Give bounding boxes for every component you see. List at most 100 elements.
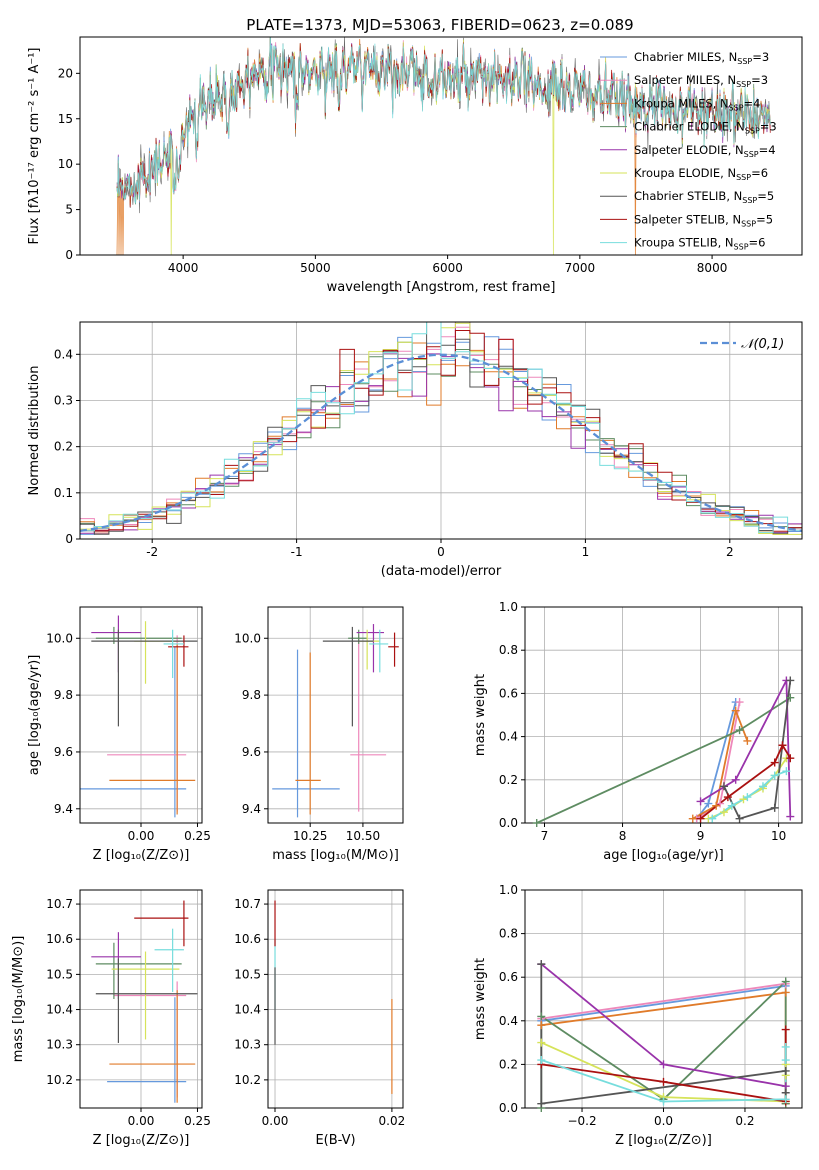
legend-label: Salpeter MILES, N	[634, 73, 736, 87]
legend-entry: Kroupa ELODIE, NSSP=6	[634, 166, 768, 182]
y-tick-label: 10.6	[46, 932, 73, 946]
y-tick-label: 9.8	[54, 688, 73, 702]
weight-point	[786, 676, 795, 685]
y-tick-label: 10.4	[46, 1003, 73, 1017]
y-tick-label: 1.0	[499, 600, 518, 614]
weight-series-4	[700, 679, 792, 817]
y-tick-label: 0.3	[54, 393, 73, 407]
plot-area-residuals	[80, 322, 802, 535]
weight-point	[770, 803, 779, 812]
legend-tail: =4	[759, 143, 776, 157]
figure-title: PLATE=1373, MJD=53063, FIBERID=0623, z=0…	[246, 16, 633, 34]
y-tick-label: 0	[65, 532, 73, 546]
legend-sub: SSP	[737, 57, 752, 66]
weight-point	[743, 793, 752, 802]
x-tick-label: 0.25	[184, 1114, 211, 1128]
y-axis-label: Flux [fλ10⁻¹⁷ erg cm⁻² s⁻¹ A⁻¹]	[27, 48, 42, 245]
y-tick-label: 0.4	[499, 730, 518, 744]
x-axis-label: (data-model)/error	[381, 564, 502, 579]
y-tick-label: 9.6	[242, 745, 261, 759]
legend-entry: Salpeter MILES, NSSP=3	[634, 73, 768, 89]
weight-point	[719, 782, 728, 791]
x-tick-label: 10	[771, 829, 786, 843]
y-axis-label: Normed distribution	[27, 366, 42, 496]
x-tick-label: 0.25	[184, 829, 211, 843]
y-tick-label: 0.2	[499, 773, 518, 787]
weight-point	[781, 1095, 790, 1104]
axes-residuals: -2 -1 0 1 2 0 0.1 0.2 0.3 0.4 (data-model)/error No…	[27, 321, 803, 579]
y-tick-label: 9.4	[54, 802, 73, 816]
weight-point	[688, 814, 697, 823]
legend-label: Chabrier MILES, N	[634, 50, 737, 64]
weight-point	[781, 988, 790, 997]
y-tick-label: 10.0	[234, 631, 261, 645]
weight-point	[770, 758, 779, 767]
weight-point	[781, 1042, 790, 1051]
weight-point	[731, 706, 740, 715]
legend-tail: =5	[757, 189, 774, 203]
plot-area-age_vs_mass	[272, 624, 399, 818]
y-tick-label: 0.2	[499, 1057, 518, 1071]
legend-entry: Chabrier ELODIE, NSSP=3	[634, 120, 777, 136]
legend-entry: Chabrier STELIB, NSSP=5	[634, 189, 774, 205]
weight-point	[719, 808, 728, 817]
x-axis-label: Z [log₁₀(Z/Z⊙)]	[93, 1133, 190, 1148]
weight-point	[758, 782, 767, 791]
y-tick-label: 5	[65, 203, 73, 217]
y-tick-label: 20	[58, 66, 73, 80]
y-tick-label: 0.4	[54, 347, 73, 361]
plot-area-mass_vs_EBV	[274, 900, 393, 1094]
legend-label: Chabrier STELIB, N	[634, 189, 742, 203]
axes-mass_weight_vs_age: 7 8 9 10 0.0 0.2 0.4 0.6 0.8 1.0 age [log₁₀(age/yr…	[473, 600, 803, 863]
x-tick-label: 0.00	[128, 1114, 155, 1128]
legend-sub: SSP	[736, 80, 751, 89]
y-tick-label: 0.8	[499, 927, 518, 941]
x-tick-label: -2	[146, 545, 158, 559]
weight-series-0	[541, 985, 786, 1022]
x-tick-label: 7000	[565, 261, 596, 275]
weight-point	[786, 693, 795, 702]
x-tick-label: 1	[582, 545, 590, 559]
axes-mass_vs_Z: 0.00 0.25 10.2 10.3 10.4 10.5 10.6 10.7 Z [log₁₀…	[11, 889, 211, 1148]
x-axis-label: mass [log₁₀(M/M⊙)]	[272, 848, 399, 863]
y-tick-label: 15	[58, 112, 73, 126]
weight-point	[778, 741, 787, 750]
y-tick-label: 10.3	[234, 1038, 261, 1052]
x-tick-label: −0.2	[567, 1114, 596, 1128]
axes-age_vs_mass: 10.25 10.50 9.4 9.6 9.8 10.0 mass [log₁₀(M/M⊙)…	[234, 606, 404, 863]
grid-mass_weight_vs_Z	[525, 889, 802, 1109]
weight-point	[537, 1056, 546, 1065]
x-tick-label: 5000	[300, 261, 331, 275]
y-tick-label: 10.7	[234, 897, 261, 911]
y-axis-label: mass weight	[473, 958, 488, 1040]
y-tick-label: 0.4	[499, 1014, 518, 1028]
legend-entry: Chabrier MILES, NSSP=3	[634, 50, 769, 66]
y-tick-label: 1.0	[499, 883, 518, 897]
x-tick-label: 10.25	[293, 829, 327, 843]
legend-entry: Salpeter STELIB, NSSP=5	[634, 212, 773, 228]
x-axis-label: Z [log₁₀(Z/Z⊙)]	[615, 1133, 712, 1148]
x-tick-label: 0.00	[262, 1114, 289, 1128]
x-axis-label: E(B-V)	[315, 1133, 355, 1148]
x-tick-label: 8000	[697, 261, 728, 275]
legend-entry: Salpeter ELODIE, NSSP=4	[634, 143, 776, 159]
y-tick-label: 10.5	[234, 967, 261, 981]
y-tick-label: 10.7	[46, 897, 73, 911]
y-tick-label: 9.8	[242, 688, 261, 702]
weight-point	[786, 812, 795, 821]
x-tick-label: 0	[437, 545, 445, 559]
weight-point	[735, 698, 744, 707]
y-tick-label: 0.6	[499, 686, 518, 700]
weight-point	[786, 754, 795, 763]
x-axis-label: wavelength [Angstrom, rest frame]	[327, 280, 556, 295]
x-tick-label: 4000	[168, 261, 199, 275]
x-tick-label: 2	[726, 545, 734, 559]
x-tick-label: -1	[291, 545, 303, 559]
axes-age_vs_Z: 0.00 0.25 9.4 9.6 9.8 10.0 Z [log₁₀(Z/Z⊙)] age …	[27, 606, 211, 863]
x-tick-label: 10.50	[346, 829, 380, 843]
y-tick-label: 0.8	[499, 643, 518, 657]
axes-frame	[267, 889, 404, 1109]
